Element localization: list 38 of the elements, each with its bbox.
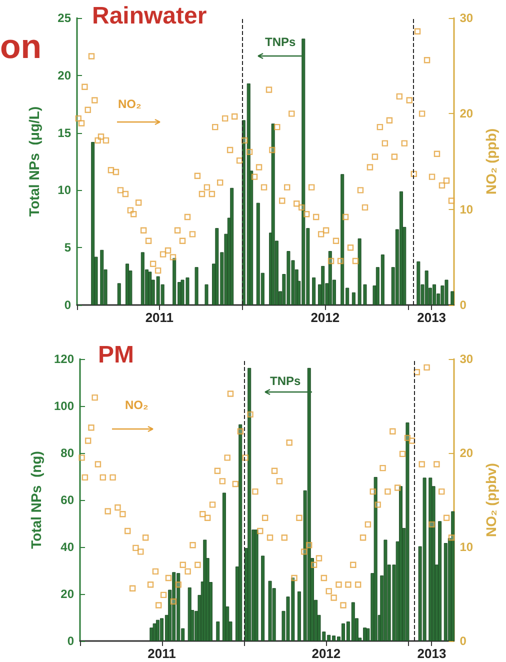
y-tick-label: 40 bbox=[60, 540, 74, 554]
y-tick-label: 60 bbox=[60, 493, 74, 507]
y2-axis-title: NO₂ (ppbv) bbox=[483, 463, 499, 537]
x-tick-label: 2013 bbox=[417, 310, 446, 325]
series-label: TNPs bbox=[270, 374, 301, 388]
text: on bbox=[0, 28, 42, 66]
chart-title: PM bbox=[98, 342, 134, 368]
y2-tick-label: 0 bbox=[460, 634, 467, 648]
y-tick-label: 15 bbox=[58, 126, 72, 140]
y-tick-label: 80 bbox=[60, 446, 74, 460]
y2-tick-label: 30 bbox=[460, 11, 474, 25]
x-tick-label: 2012 bbox=[310, 310, 340, 325]
y-tick-label: 20 bbox=[60, 587, 74, 601]
series-label: TNPs bbox=[265, 35, 296, 49]
y-tick-label: 25 bbox=[58, 11, 72, 25]
y2-tick-label: 10 bbox=[460, 540, 474, 554]
x-tick-label: 2011 bbox=[148, 646, 176, 661]
y-tick-label: 0 bbox=[64, 298, 72, 312]
y2-tick-label: 10 bbox=[460, 202, 474, 216]
y-tick-label: 120 bbox=[54, 352, 74, 366]
y-tick-label: 10 bbox=[58, 183, 72, 198]
y-tick-label: 0 bbox=[67, 634, 74, 648]
y-tick-label: 20 bbox=[58, 68, 72, 82]
text: NO₂ bbox=[125, 398, 148, 412]
y-axis-title: Total NPs (μg/L) bbox=[26, 106, 42, 217]
y-tick-label: 100 bbox=[54, 399, 74, 413]
y2-tick-label: 20 bbox=[460, 446, 474, 460]
y-axis-title: Total NPs (ng) bbox=[28, 451, 44, 549]
x-tick-label: 2013 bbox=[417, 646, 446, 661]
y2-axis-title: NO₂ (ppb) bbox=[483, 128, 499, 195]
series-label: NO₂ bbox=[118, 97, 142, 111]
y-tick-label: 5 bbox=[64, 240, 72, 255]
y2-tick-label: 30 bbox=[460, 352, 474, 366]
chart-title: Rainwater bbox=[92, 2, 207, 30]
x-tick-label: 2011 bbox=[145, 310, 174, 325]
y2-tick-label: 20 bbox=[460, 106, 474, 121]
y2-tick-label: 0 bbox=[460, 298, 467, 312]
x-tick-label: 2012 bbox=[312, 646, 341, 661]
